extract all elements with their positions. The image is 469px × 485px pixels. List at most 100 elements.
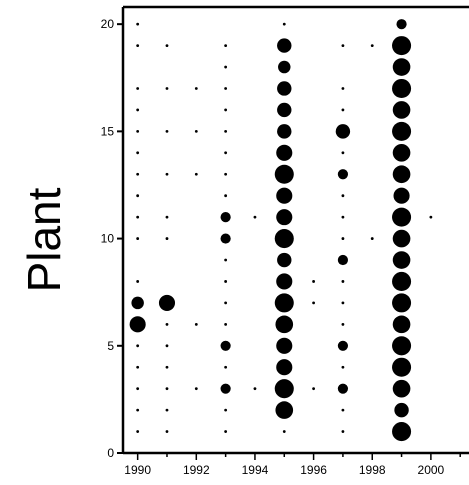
data-point xyxy=(136,387,140,391)
data-point xyxy=(392,379,411,398)
data-point xyxy=(392,36,412,56)
y-axis-title-group: Plant xyxy=(18,187,70,292)
data-point xyxy=(194,322,198,326)
data-point xyxy=(341,44,345,47)
data-point xyxy=(224,280,228,283)
data-point xyxy=(224,430,228,433)
data-point xyxy=(341,194,345,198)
data-point xyxy=(224,87,228,90)
data-point xyxy=(341,430,345,433)
data-point xyxy=(165,237,169,240)
data-point xyxy=(274,379,294,399)
data-point xyxy=(312,280,315,283)
data-point xyxy=(335,124,351,139)
data-point xyxy=(136,344,140,348)
y-tick-label: 20 xyxy=(101,17,115,31)
data-point xyxy=(392,58,411,76)
y-axis-title: Plant xyxy=(18,187,70,292)
data-point xyxy=(276,209,293,226)
data-point xyxy=(136,237,140,240)
data-point xyxy=(282,430,286,433)
data-point xyxy=(224,194,228,198)
data-point xyxy=(392,78,412,99)
data-point xyxy=(341,301,345,305)
data-point xyxy=(277,102,292,118)
x-tick-label: 1998 xyxy=(359,463,386,477)
y-axis: 0 5 10 15 20 xyxy=(101,17,123,460)
data-point xyxy=(396,19,407,30)
data-point xyxy=(341,408,345,412)
data-point xyxy=(158,294,176,311)
data-point xyxy=(274,164,294,184)
data-point xyxy=(194,87,198,90)
data-point xyxy=(165,344,169,348)
data-point xyxy=(220,233,231,244)
plot-area xyxy=(121,5,469,455)
data-point xyxy=(136,430,140,433)
data-point xyxy=(392,336,412,356)
data-point xyxy=(276,337,293,354)
data-point xyxy=(224,129,228,133)
data-point xyxy=(136,44,140,47)
data-point xyxy=(312,301,315,305)
data-point xyxy=(165,87,169,90)
data-point xyxy=(370,44,374,47)
data-point xyxy=(136,215,140,219)
data-point xyxy=(224,44,228,47)
x-tick-label: 1996 xyxy=(300,463,327,477)
data-point xyxy=(136,194,140,198)
data-point xyxy=(276,359,293,376)
data-point xyxy=(136,172,140,176)
data-point xyxy=(224,108,228,112)
data-point xyxy=(136,280,140,283)
data-point xyxy=(337,340,349,351)
data-point xyxy=(165,408,169,412)
data-point xyxy=(392,165,411,184)
data-point xyxy=(131,296,144,310)
data-point xyxy=(136,151,140,155)
data-point xyxy=(224,172,228,176)
data-point xyxy=(277,252,292,268)
data-point xyxy=(341,87,345,90)
data-point xyxy=(165,129,169,133)
x-tick-label: 2000 xyxy=(418,463,445,477)
data-point xyxy=(392,101,411,119)
x-axis: 1990 1992 1994 1996 1998 2000 xyxy=(124,453,461,477)
data-point xyxy=(337,383,349,394)
data-point xyxy=(282,22,286,26)
data-point xyxy=(341,108,345,112)
data-point xyxy=(224,301,228,305)
data-point xyxy=(393,187,410,204)
data-point xyxy=(136,22,140,26)
data-point xyxy=(392,207,412,227)
data-point xyxy=(165,387,169,391)
data-point xyxy=(194,129,198,133)
data-point xyxy=(429,215,433,219)
data-point xyxy=(220,340,231,351)
data-point xyxy=(392,251,411,269)
data-point xyxy=(136,87,140,90)
data-point xyxy=(136,108,140,112)
data-point xyxy=(136,129,140,133)
data-point xyxy=(275,315,294,334)
data-point xyxy=(224,151,228,155)
data-point xyxy=(392,229,411,248)
data-point xyxy=(312,387,315,391)
data-point xyxy=(274,293,294,313)
data-point xyxy=(165,365,169,369)
data-point xyxy=(220,383,231,394)
data-point xyxy=(337,254,349,266)
data-point xyxy=(341,322,345,326)
y-tick-label: 10 xyxy=(101,232,115,246)
data-point xyxy=(392,121,412,141)
data-point xyxy=(129,316,146,333)
data-point xyxy=(165,215,169,219)
y-tick-label: 0 xyxy=(107,446,114,460)
data-point xyxy=(341,237,345,240)
data-point xyxy=(370,237,374,240)
data-point xyxy=(337,169,349,180)
data-point xyxy=(277,81,292,96)
data-point xyxy=(392,422,412,442)
data-point xyxy=(341,365,345,369)
